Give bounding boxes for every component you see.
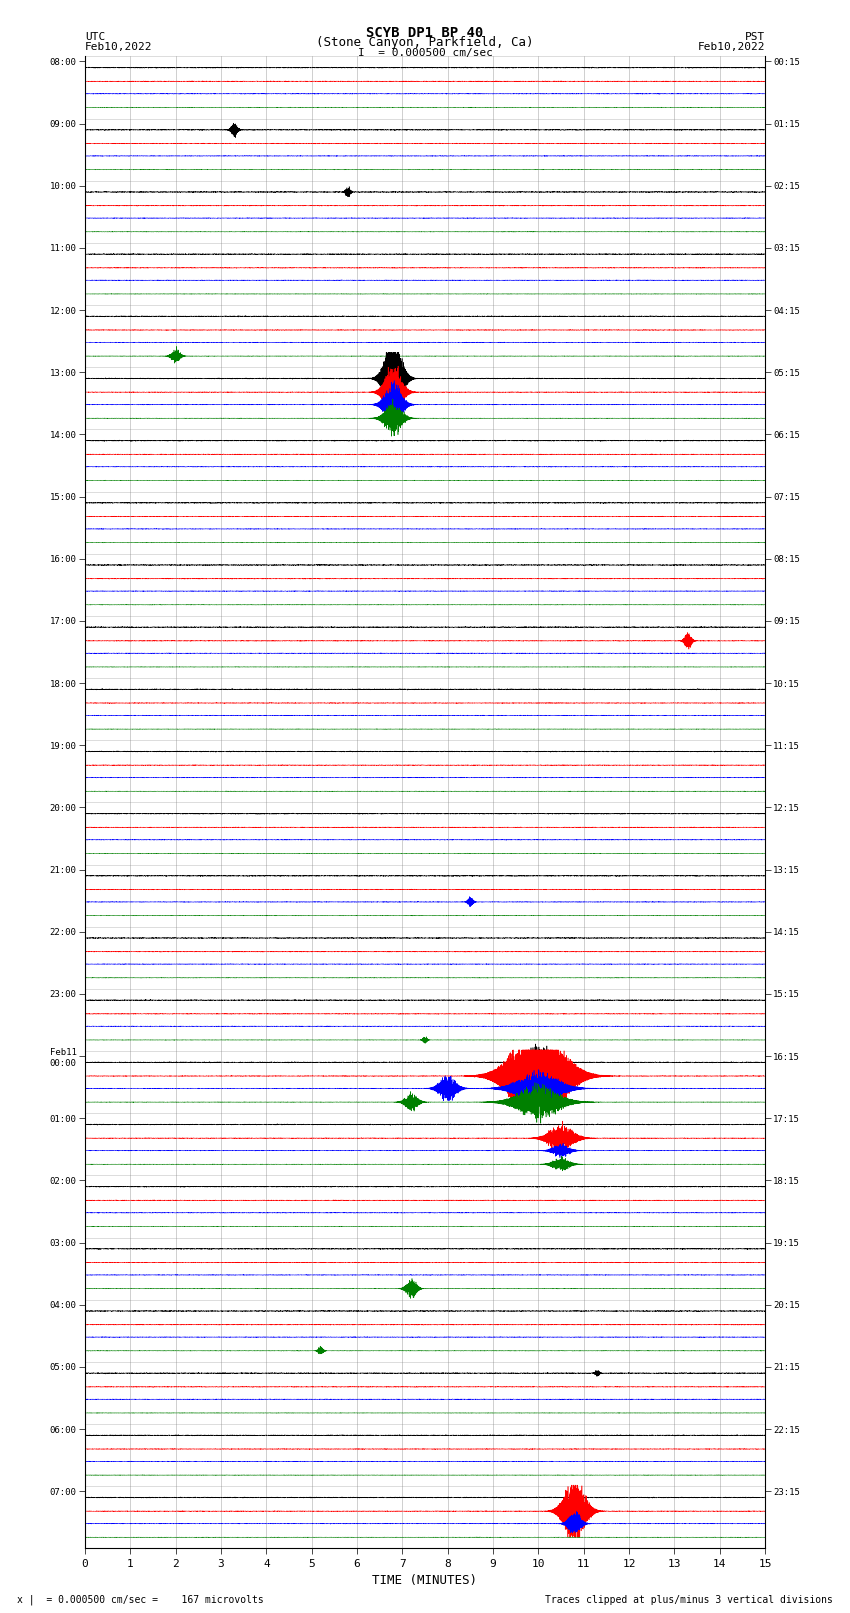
Text: (Stone Canyon, Parkfield, Ca): (Stone Canyon, Parkfield, Ca) — [316, 35, 534, 50]
X-axis label: TIME (MINUTES): TIME (MINUTES) — [372, 1574, 478, 1587]
Text: Feb10,2022: Feb10,2022 — [85, 42, 152, 52]
Text: PST: PST — [745, 32, 765, 42]
Text: Feb10,2022: Feb10,2022 — [698, 42, 765, 52]
Text: I  = 0.000500 cm/sec: I = 0.000500 cm/sec — [358, 48, 492, 58]
Text: UTC: UTC — [85, 32, 105, 42]
Text: x |  = 0.000500 cm/sec =    167 microvolts: x | = 0.000500 cm/sec = 167 microvolts — [17, 1594, 264, 1605]
Text: Traces clipped at plus/minus 3 vertical divisions: Traces clipped at plus/minus 3 vertical … — [545, 1595, 833, 1605]
Text: SCYB DP1 BP 40: SCYB DP1 BP 40 — [366, 26, 484, 39]
